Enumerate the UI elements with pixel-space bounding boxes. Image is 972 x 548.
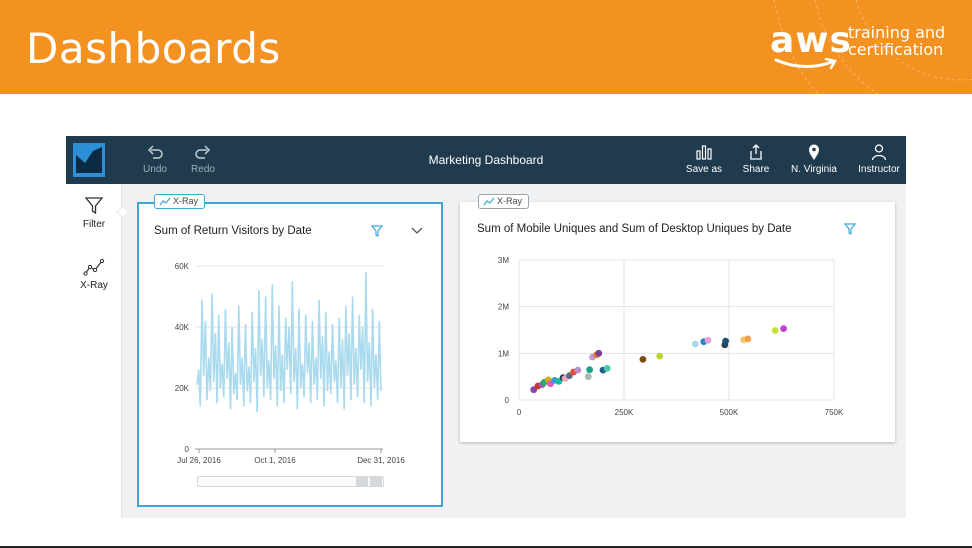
visual-return-visitors[interactable]: Sum of Return Visitors by Date 0 20K 40K 60… [137, 202, 443, 507]
app-topbar: Undo Redo Marketing Dashboard Save as [66, 136, 906, 184]
aws-logo: aws training and certification [770, 20, 950, 70]
share-icon [750, 144, 762, 160]
sidebar-item-xray[interactable]: X-Ray [66, 257, 122, 291]
y-tick-label: 60K [175, 262, 190, 271]
user-icon [871, 144, 887, 161]
x-tick-label: Oct 1, 2016 [254, 456, 296, 465]
redo-icon [195, 145, 211, 159]
visual-filter-icon[interactable] [371, 225, 383, 237]
slide-title: Dashboards [26, 24, 281, 73]
return-visitors-line-chart: 0 20K 40K 60K Jul 26, 2016 Oct 1, 2016 Dec 31,… [175, 262, 406, 465]
scatter-point [595, 349, 603, 357]
left-sidebar: Filter X-Ray [66, 184, 128, 518]
sidebar-filter-label: Filter [82, 219, 106, 230]
aws-logo-tagline: training and certification [848, 24, 945, 58]
filter-icon [84, 197, 104, 215]
share-button[interactable]: Share [736, 142, 776, 175]
y-tick-label: 1M [498, 349, 509, 358]
scatter-point [704, 336, 712, 344]
y-tick-label: 2M [498, 303, 509, 312]
series-line [196, 272, 382, 413]
xray-tag-label: X-Ray [173, 196, 199, 206]
uniques-scatter-chart: 0 1M 2M 3M 0 250K 500K 750K [498, 256, 844, 417]
y-tick-label: 0 [185, 445, 190, 454]
scatter-point [692, 340, 699, 348]
undo-icon [147, 145, 163, 159]
visual-filter-icon[interactable] [844, 223, 856, 235]
slide-bottom-rule [0, 546, 972, 548]
scatter-point [656, 352, 664, 360]
xray-tag-icon [483, 197, 495, 206]
x-tick-label: 0 [517, 408, 522, 417]
save-as-label: Save as [685, 164, 723, 175]
scatter-point [586, 366, 593, 374]
chevron-down-icon[interactable] [410, 225, 424, 237]
scatter-point [771, 327, 779, 334]
bar-chart-icon [696, 145, 712, 160]
sidebar-item-filter[interactable]: Filter [66, 196, 122, 230]
redo-button[interactable]: Redo [188, 142, 218, 175]
scatter-point [744, 335, 752, 343]
y-tick-label: 40K [175, 323, 190, 332]
aws-logo-text: aws [770, 20, 852, 61]
scroll-left-button[interactable] [356, 477, 368, 486]
xray-tag-icon [159, 197, 171, 206]
scatter-point [722, 337, 729, 345]
scroll-right-button[interactable] [370, 477, 382, 486]
quicksight-app: Undo Redo Marketing Dashboard Save as [66, 136, 906, 518]
user-label: Instructor [858, 164, 900, 175]
scatter-point [584, 373, 592, 381]
slide-header: Dashboards aws training and certificatio… [0, 0, 972, 94]
x-tick-label: Jul 26, 2016 [177, 456, 221, 465]
location-pin-icon [809, 144, 819, 160]
aws-smile-icon [774, 58, 837, 70]
save-as-button[interactable]: Save as [682, 142, 726, 175]
region-button[interactable]: N. Virginia [786, 142, 842, 175]
region-label: N. Virginia [791, 164, 837, 175]
y-tick-label: 0 [505, 396, 510, 405]
xray-tag-label: X-Ray [497, 196, 523, 206]
quicksight-logo-icon[interactable] [73, 143, 105, 177]
xray-icon [83, 258, 105, 276]
tagline-line1: training and [848, 23, 946, 42]
undo-button[interactable]: Undo [140, 142, 170, 175]
visual-xray-tag[interactable]: X-Ray [478, 194, 530, 209]
chart-scrollbar[interactable] [197, 476, 384, 487]
sidebar-xray-label: X-Ray [80, 280, 108, 291]
share-label: Share [742, 164, 770, 175]
dashboard-title: Marketing Dashboard [428, 153, 544, 167]
tagline-line2: certification [848, 40, 944, 59]
scatter-point [639, 356, 647, 363]
scatter-point [603, 364, 611, 372]
redo-label: Redo [191, 164, 215, 175]
scatter-point [574, 366, 582, 374]
y-tick-label: 20K [175, 384, 190, 393]
x-tick-label: 750K [825, 408, 844, 417]
visual-title: Sum of Return Visitors by Date [154, 225, 312, 237]
scatter-point [780, 325, 787, 332]
x-tick-label: 500K [720, 408, 739, 417]
x-tick-label: Dec 31, 2016 [357, 456, 405, 465]
x-tick-label: 250K [615, 408, 634, 417]
visual-mobile-desktop-uniques[interactable]: Sum of Mobile Uniques and Sum of Desktop… [460, 202, 895, 442]
visual-xray-tag[interactable]: X-Ray [154, 194, 206, 209]
visual-title: Sum of Mobile Uniques and Sum of Desktop… [477, 223, 792, 235]
y-tick-label: 3M [498, 256, 509, 265]
user-menu-button[interactable]: Instructor [854, 142, 904, 175]
undo-label: Undo [143, 164, 167, 175]
